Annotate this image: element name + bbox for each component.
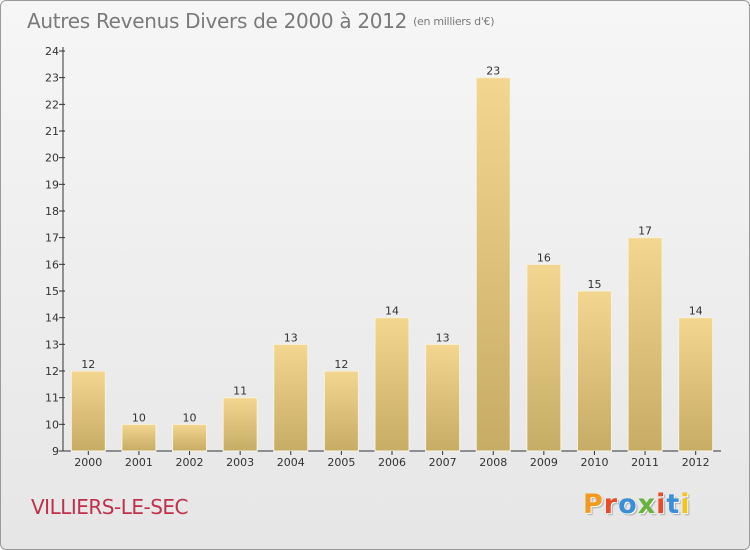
bar	[273, 343, 309, 452]
bar	[172, 423, 208, 452]
y-tick-label: 10	[45, 418, 59, 431]
logo-letter: x	[637, 489, 657, 520]
data-label: 11	[233, 385, 247, 398]
bar	[323, 370, 359, 452]
proxiti-logo: Proxiti	[583, 489, 691, 520]
data-label: 12	[81, 358, 95, 371]
x-tick-label: 2004	[277, 456, 305, 469]
bar	[222, 397, 258, 452]
bar	[70, 370, 106, 452]
y-tick-label: 11	[45, 392, 59, 405]
x-tick-label: 2007	[429, 456, 457, 469]
y-tick-label: 19	[45, 178, 59, 191]
y-tick-label: 14	[45, 312, 59, 325]
bar	[627, 237, 663, 452]
data-label: 14	[689, 305, 703, 318]
bar	[526, 263, 562, 452]
y-tick-label: 13	[45, 338, 59, 351]
logo-letter: i	[680, 489, 691, 520]
data-label: 13	[284, 331, 298, 344]
logo-letter: P	[583, 489, 604, 520]
x-tick-label: 2005	[327, 456, 355, 469]
data-label: 13	[436, 331, 450, 344]
x-tick-label: 2002	[176, 456, 204, 469]
chart-title-text: Autres Revenus Divers de 2000 à 2012	[27, 9, 408, 33]
y-tick-label: 9	[52, 445, 59, 458]
bar	[678, 317, 714, 452]
data-label: 17	[638, 225, 652, 238]
data-label: 15	[587, 278, 601, 291]
data-label: 10	[132, 411, 146, 424]
logo-letter: o	[618, 489, 638, 520]
logo-letter: t	[666, 489, 681, 520]
bar	[576, 290, 612, 452]
x-tick-label: 2001	[125, 456, 153, 469]
data-label: 16	[537, 251, 551, 264]
data-label: 12	[334, 358, 348, 371]
bar	[121, 423, 157, 452]
y-tick-label: 15	[45, 285, 59, 298]
logo-letter: r	[603, 489, 619, 520]
x-tick-label: 2010	[580, 456, 608, 469]
bar	[374, 317, 410, 452]
y-tick-label: 24	[45, 45, 59, 58]
logo-letter: i	[656, 489, 667, 520]
chart-unit: (en milliers d'€)	[413, 15, 495, 28]
data-label: 14	[385, 305, 399, 318]
x-tick-label: 2011	[631, 456, 659, 469]
x-tick-label: 2012	[682, 456, 710, 469]
data-label: 10	[183, 411, 197, 424]
y-tick-label: 23	[45, 72, 59, 85]
town-name: VILLIERS-LE-SEC	[31, 495, 189, 519]
x-tick-label: 2003	[226, 456, 254, 469]
x-tick-label: 2009	[530, 456, 558, 469]
x-tick-label: 2000	[74, 456, 102, 469]
y-tick-label: 21	[45, 125, 59, 138]
y-tick-label: 12	[45, 365, 59, 378]
data-label: 23	[486, 65, 500, 78]
bar	[425, 343, 461, 452]
y-tick-label: 17	[45, 232, 59, 245]
y-tick-label: 22	[45, 98, 59, 111]
y-tick-label: 20	[45, 152, 59, 165]
x-tick-label: 2006	[378, 456, 406, 469]
bar	[475, 77, 511, 452]
y-tick-label: 18	[45, 205, 59, 218]
x-tick-label: 2008	[479, 456, 507, 469]
chart-title: Autres Revenus Divers de 2000 à 2012 (en …	[27, 9, 495, 33]
y-tick-label: 16	[45, 258, 59, 271]
